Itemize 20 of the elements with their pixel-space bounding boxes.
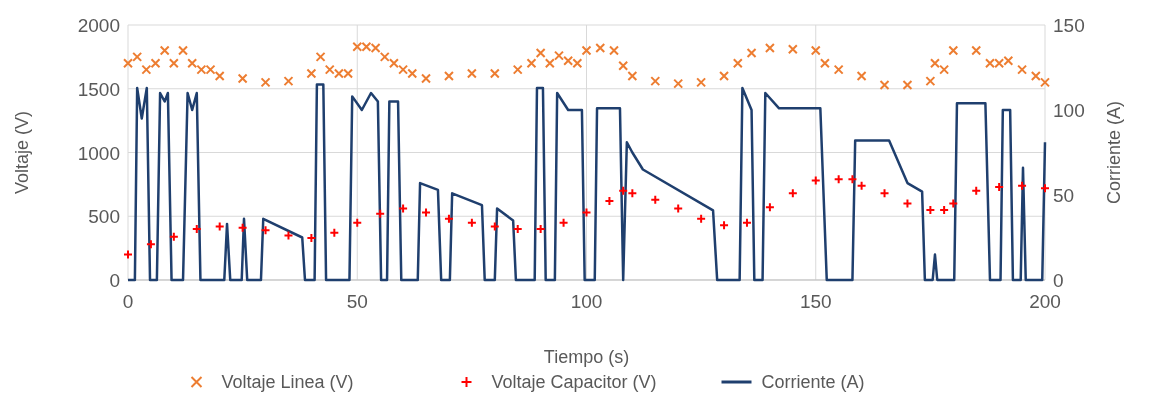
y-axis-title: Voltaje (V) bbox=[12, 110, 32, 195]
y2-tick-label: 0 bbox=[1053, 270, 1064, 291]
y-tick-label: 0 bbox=[109, 270, 120, 291]
x-tick-label: 100 bbox=[570, 291, 603, 312]
y2-tick-label: 150 bbox=[1053, 15, 1085, 36]
legend-label: Voltaje Capacitor (V) bbox=[491, 372, 657, 392]
y2-tick-label: 50 bbox=[1053, 185, 1075, 206]
legend-label: Corriente (A) bbox=[761, 372, 865, 392]
y-tick-label: 2000 bbox=[77, 15, 120, 36]
y-tick-label: 1000 bbox=[77, 142, 120, 164]
x-axis-title: Tiempo (s) bbox=[543, 347, 630, 367]
x-tick-label: 50 bbox=[346, 291, 368, 312]
x-tick-label: 200 bbox=[1029, 291, 1061, 312]
y-tick-label: 500 bbox=[88, 206, 120, 228]
y2-axis-title: Corriente (A) bbox=[1104, 100, 1124, 205]
legend-label: Voltaje Linea (V) bbox=[221, 372, 354, 392]
x-tick-label: 0 bbox=[122, 291, 134, 312]
x-tick-label: 150 bbox=[799, 291, 832, 312]
y-tick-label: 1500 bbox=[77, 78, 120, 100]
y2-tick-label: 100 bbox=[1053, 100, 1085, 121]
